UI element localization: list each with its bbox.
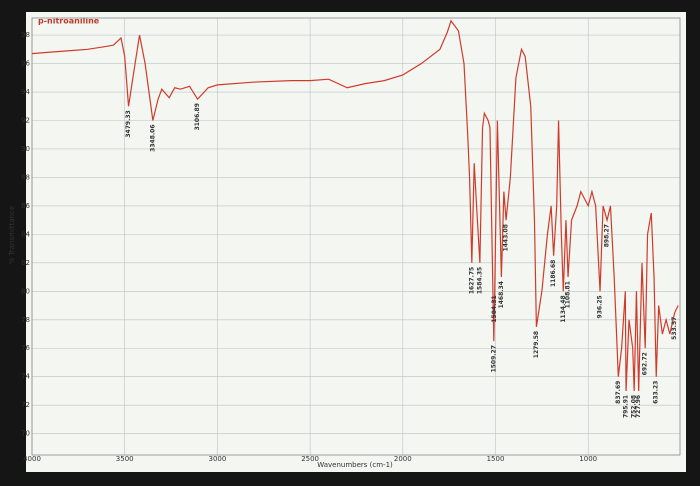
spectrum-line [31,19,679,391]
peak-label: 898.27 [604,224,611,247]
x-tick-label: 2000 [394,455,412,463]
y-tick-label: 82 [21,259,30,267]
y-tick-label: 98 [21,31,30,39]
peak-label: 837.69 [615,381,622,404]
y-tick-label: 74 [21,373,30,381]
peak-label: 1468.34 [498,281,505,308]
y-tick-label: 70 [21,430,30,438]
x-tick-label: 2500 [301,455,319,463]
x-tick-label: 4000 [23,455,41,463]
y-tick-label: 86 [21,202,30,210]
x-tick-label: 1000 [579,455,597,463]
x-tick-label: 3500 [116,455,134,463]
peak-label: 936.25 [597,295,604,318]
peak-label: 727.96 [635,395,642,418]
x-axis-label: Wavenumbers (cm-1) [317,461,393,469]
y-tick-label: 84 [21,230,30,238]
chart-background [26,12,686,472]
peak-label: 1443.08 [503,224,510,251]
peak-label: 1134.48 [560,295,567,322]
y-tick-label: 88 [21,173,30,181]
y-tick-label: 96 [21,60,30,68]
peak-label: 633.23 [653,381,660,404]
y-tick-label: 92 [21,116,30,124]
peak-label: 1509.27 [490,345,497,372]
chart-title: p-nitroaniline [38,17,100,26]
x-tick-label: 1500 [487,455,505,463]
peak-label: 3348.06 [149,125,156,152]
peak-label: 1504.31 [491,295,498,322]
y-tick-label: 94 [21,88,30,96]
y-tick-label: 80 [21,287,30,295]
y-tick-label: 78 [21,316,30,324]
y-tick-label: 76 [21,344,30,352]
peak-label: 692.72 [642,352,649,375]
peak-label: 1584.35 [476,267,483,294]
peak-label: 1627.75 [468,267,475,294]
peak-label: 752.08 [631,395,638,418]
peak-label: 3479.33 [125,110,132,137]
peak-label: 1186.68 [550,260,557,287]
y-axis-label: % Transmittance [8,206,16,265]
y-tick-label: 72 [21,401,30,409]
peak-label: 1279.58 [533,331,540,358]
peak-label: 795.91 [623,395,630,418]
peak-label: 533.57 [671,317,678,340]
peak-label: 1108.81 [565,281,572,308]
x-tick-label: 3000 [208,455,226,463]
peak-label: 3106.89 [194,103,201,130]
plot-frame [31,17,681,456]
y-tick-label: 90 [21,145,30,153]
